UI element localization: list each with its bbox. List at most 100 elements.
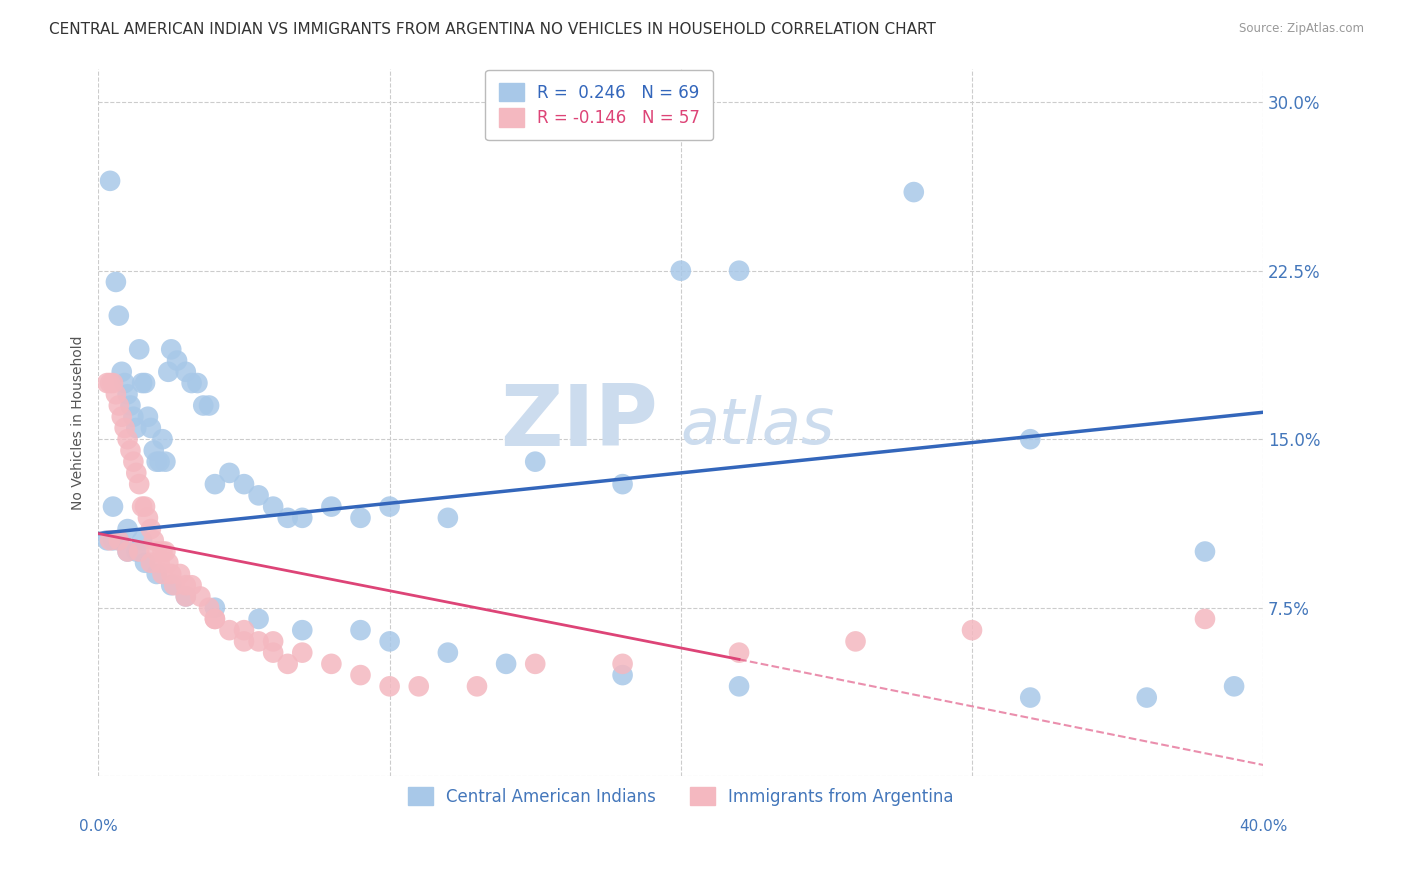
Point	[108, 399, 131, 413]
Point	[104, 275, 127, 289]
Point	[174, 365, 197, 379]
Point	[349, 668, 371, 682]
Point	[193, 399, 215, 413]
Point	[136, 409, 159, 424]
Point	[96, 533, 118, 548]
Point	[1194, 612, 1216, 626]
Point	[96, 376, 118, 390]
Point	[157, 556, 180, 570]
Point	[728, 263, 751, 277]
Text: 40.0%: 40.0%	[1239, 819, 1288, 834]
Point	[117, 544, 139, 558]
Point	[163, 578, 186, 592]
Point	[114, 376, 136, 390]
Point	[152, 544, 174, 558]
Text: Source: ZipAtlas.com: Source: ZipAtlas.com	[1239, 22, 1364, 36]
Point	[98, 376, 121, 390]
Point	[152, 566, 174, 581]
Point	[728, 646, 751, 660]
Point	[1019, 690, 1042, 705]
Point	[198, 399, 221, 413]
Y-axis label: No Vehicles in Household: No Vehicles in Household	[72, 335, 86, 509]
Point	[149, 556, 172, 570]
Point	[378, 500, 401, 514]
Point	[160, 578, 183, 592]
Point	[378, 634, 401, 648]
Point	[180, 578, 202, 592]
Point	[104, 387, 127, 401]
Point	[321, 500, 343, 514]
Point	[437, 511, 460, 525]
Point	[174, 578, 197, 592]
Point	[98, 174, 121, 188]
Point	[612, 477, 634, 491]
Point	[131, 376, 153, 390]
Point	[120, 399, 142, 413]
Point	[134, 500, 156, 514]
Legend: Central American Indians, Immigrants from Argentina: Central American Indians, Immigrants fro…	[396, 775, 965, 817]
Point	[125, 466, 148, 480]
Point	[117, 522, 139, 536]
Point	[247, 488, 270, 502]
Point	[157, 365, 180, 379]
Point	[174, 590, 197, 604]
Point	[291, 623, 314, 637]
Point	[233, 477, 256, 491]
Point	[204, 600, 226, 615]
Point	[408, 679, 430, 693]
Point	[218, 466, 240, 480]
Point	[101, 533, 124, 548]
Point	[152, 432, 174, 446]
Point	[125, 421, 148, 435]
Point	[262, 646, 284, 660]
Point	[204, 477, 226, 491]
Point	[117, 432, 139, 446]
Point	[612, 657, 634, 671]
Point	[149, 455, 172, 469]
Point	[131, 500, 153, 514]
Point	[378, 679, 401, 693]
Point	[204, 612, 226, 626]
Point	[160, 566, 183, 581]
Point	[108, 533, 131, 548]
Point	[844, 634, 866, 648]
Point	[612, 668, 634, 682]
Point	[1194, 544, 1216, 558]
Point	[465, 679, 488, 693]
Point	[437, 646, 460, 660]
Point	[160, 343, 183, 357]
Point	[111, 409, 134, 424]
Point	[117, 544, 139, 558]
Point	[139, 421, 162, 435]
Point	[142, 443, 165, 458]
Point	[108, 309, 131, 323]
Point	[233, 623, 256, 637]
Point	[903, 185, 925, 199]
Point	[145, 566, 167, 581]
Point	[247, 634, 270, 648]
Point	[218, 623, 240, 637]
Point	[262, 500, 284, 514]
Point	[134, 556, 156, 570]
Point	[524, 455, 547, 469]
Point	[128, 477, 150, 491]
Point	[1223, 679, 1246, 693]
Point	[101, 500, 124, 514]
Text: atlas: atlas	[681, 395, 835, 457]
Point	[117, 387, 139, 401]
Point	[142, 533, 165, 548]
Text: 0.0%: 0.0%	[79, 819, 118, 834]
Point	[155, 455, 177, 469]
Point	[349, 511, 371, 525]
Point	[728, 679, 751, 693]
Point	[125, 544, 148, 558]
Point	[145, 455, 167, 469]
Point	[204, 612, 226, 626]
Point	[186, 376, 208, 390]
Point	[174, 590, 197, 604]
Point	[169, 566, 191, 581]
Point	[524, 657, 547, 671]
Point	[180, 376, 202, 390]
Point	[139, 522, 162, 536]
Point	[128, 343, 150, 357]
